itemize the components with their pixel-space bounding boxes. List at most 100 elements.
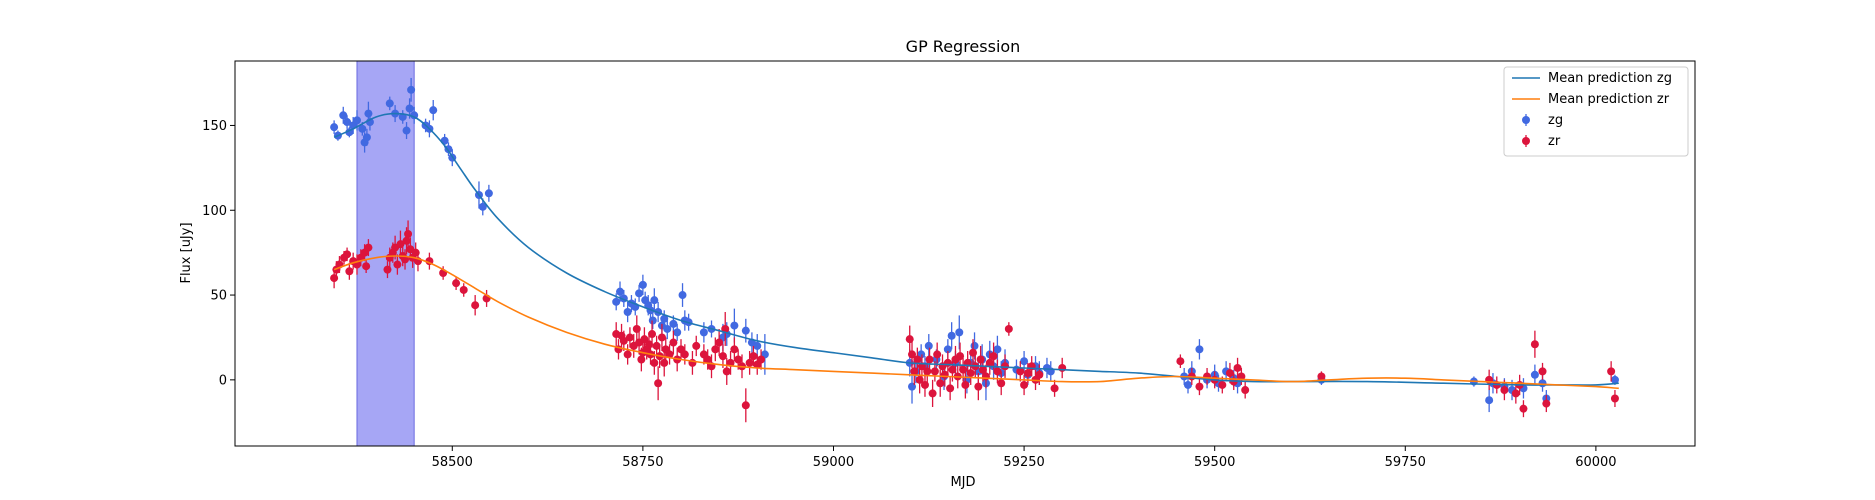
zr-point <box>1004 324 1013 333</box>
zr-point <box>452 279 461 288</box>
zr-point <box>1218 380 1227 389</box>
x-tick-label: 59000 <box>813 455 854 470</box>
zg-point <box>1184 380 1193 389</box>
y-axis-label: Flux [uJy] <box>179 222 194 283</box>
zg-point <box>678 291 687 300</box>
zg-point <box>699 328 708 337</box>
zg-point <box>943 345 952 354</box>
x-axis-label: MJD <box>950 475 975 490</box>
zr-point <box>623 350 632 359</box>
zr-point <box>956 352 965 361</box>
zr-point <box>933 350 942 359</box>
zr-point <box>404 229 413 238</box>
zr-point <box>1195 382 1204 391</box>
zr-point <box>362 262 371 271</box>
zr-point <box>619 336 628 345</box>
legend-marker-zr <box>1522 137 1530 145</box>
x-tick-label: 60000 <box>1575 455 1616 470</box>
zr-point <box>721 324 730 333</box>
mean-prediction-zr-line <box>333 255 1619 390</box>
zr-point <box>343 250 352 259</box>
zg-point <box>612 297 621 306</box>
plot-frame <box>234 60 1696 447</box>
zr-point <box>961 380 970 389</box>
zr-point <box>665 350 674 359</box>
chart-title: GP Regression <box>906 37 1021 56</box>
zr-point <box>711 345 720 354</box>
zr-point <box>648 330 657 339</box>
y-tick-label: 0 <box>219 373 227 388</box>
zr-point <box>1542 399 1551 408</box>
zg-point <box>673 328 682 337</box>
zr-point <box>345 267 354 276</box>
zr-point <box>471 301 480 310</box>
zr-point <box>1538 367 1547 376</box>
zr-point <box>978 365 987 374</box>
legend-label-zg-line: Mean prediction zg <box>1548 71 1672 86</box>
zg-point <box>616 287 625 296</box>
zg-point <box>364 109 373 118</box>
zr-point <box>692 341 701 350</box>
zr-point <box>364 243 373 252</box>
zg-point <box>1195 345 1204 354</box>
zr-point <box>1519 404 1528 413</box>
y-tick-label: 150 <box>202 119 227 134</box>
x-tick-label: 59750 <box>1385 455 1426 470</box>
zr-point <box>1225 369 1234 378</box>
zr-point <box>1020 380 1029 389</box>
zr-point <box>993 367 1002 376</box>
zr-point <box>741 401 750 410</box>
zg-point <box>405 104 414 113</box>
zg-point <box>352 116 361 125</box>
legend-box <box>1503 66 1689 157</box>
zr-point <box>749 352 758 361</box>
zg-point <box>638 280 647 289</box>
zr-point <box>1610 394 1619 403</box>
y-tick-label: 100 <box>202 204 227 219</box>
zr-point <box>1237 372 1246 381</box>
zg-point <box>623 308 632 317</box>
zr-point <box>637 355 646 364</box>
y-axis: 0 50 100 150 <box>202 119 235 388</box>
zr-point <box>1530 340 1539 349</box>
zr-point <box>1241 386 1250 395</box>
zr-point <box>757 355 766 364</box>
zr-point <box>722 367 731 376</box>
zr-point <box>908 350 917 359</box>
zr-point <box>930 367 939 376</box>
zr-point <box>402 236 411 245</box>
zr-point <box>997 379 1006 388</box>
zr-point <box>625 333 634 342</box>
zg-point <box>330 123 339 132</box>
zr-point <box>459 285 468 294</box>
zr-point <box>393 260 402 269</box>
zg-point <box>753 341 762 350</box>
zg-point <box>648 316 657 325</box>
zg-point <box>478 202 487 211</box>
zr-point <box>730 345 739 354</box>
zr-point <box>718 352 727 361</box>
zr-point <box>1607 367 1616 376</box>
zg-point <box>660 314 669 323</box>
zr-point <box>650 358 659 367</box>
zr-point <box>654 379 663 388</box>
zr-point <box>1058 363 1067 372</box>
legend: Mean prediction zg Mean prediction zr zg… <box>1503 66 1689 157</box>
x-tick-label: 58750 <box>622 455 663 470</box>
zr-point <box>1016 367 1025 376</box>
zr-point <box>669 338 678 347</box>
zr-point <box>981 372 990 381</box>
zg-point <box>669 319 678 328</box>
legend-marker-zg <box>1522 116 1530 124</box>
zr-point <box>1001 362 1010 371</box>
zr-point <box>966 369 975 378</box>
zr-point <box>660 358 669 367</box>
legend-label-zg-points: zg <box>1548 113 1563 128</box>
zg-point <box>402 126 411 135</box>
zr-point <box>715 338 724 347</box>
zr-point <box>401 255 410 264</box>
zg-point <box>650 296 659 305</box>
zg-point <box>730 321 739 330</box>
zr-point <box>1176 357 1185 366</box>
x-tick-label: 58500 <box>432 455 473 470</box>
